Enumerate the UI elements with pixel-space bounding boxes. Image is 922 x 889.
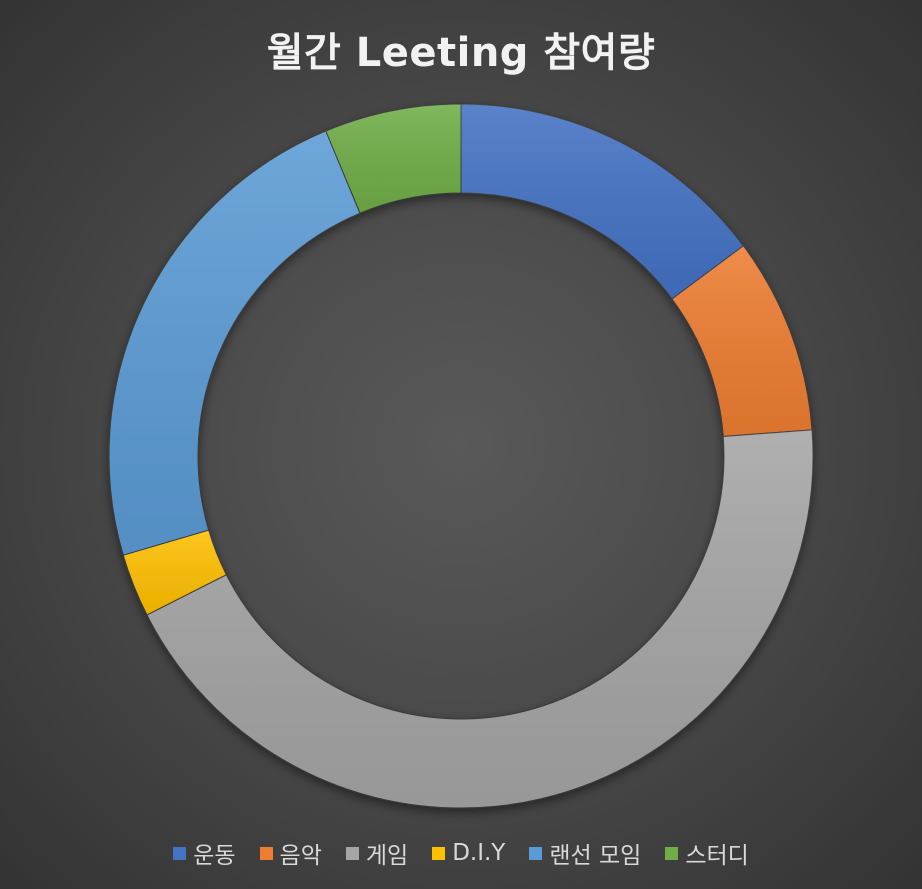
donut-slice-sheen-1 <box>461 104 744 299</box>
donut-slice-sheen-3 <box>146 429 813 808</box>
legend-label: 게임 <box>365 843 409 869</box>
legend-item: 운동 <box>173 836 236 870</box>
chart-legend: 운동 음악 게임 D.I.Y 랜선 모임 스터디 <box>0 836 922 870</box>
legend-item: 음악 <box>259 836 322 870</box>
donut-slice-sheen-5 <box>108 130 361 556</box>
legend-item: D.I.Y <box>432 840 505 866</box>
donut-slice-sheen-4 <box>123 530 227 615</box>
legend-label: 스터디 <box>685 843 749 869</box>
donut-slice-sheen-6 <box>325 104 461 214</box>
legend-label: 랜선 모임 <box>549 843 642 869</box>
legend-label: D.I.Y <box>452 840 506 866</box>
legend-swatch <box>665 846 679 860</box>
legend-item: 랜선 모임 <box>529 836 641 870</box>
donut-slices <box>108 103 814 809</box>
legend-swatch <box>529 846 543 860</box>
legend-swatch <box>345 846 359 860</box>
legend-swatch <box>259 846 273 860</box>
legend-label: 운동 <box>193 843 236 869</box>
legend-item: 게임 <box>345 836 409 870</box>
legend-item: 스터디 <box>665 836 749 870</box>
chart-title: 월간 Leeting 참여량 <box>266 30 656 76</box>
legend-label: 음악 <box>279 843 322 869</box>
legend-swatch <box>173 846 187 860</box>
legend-swatch <box>432 846 446 860</box>
donut-slice-sheen-2 <box>671 245 813 437</box>
